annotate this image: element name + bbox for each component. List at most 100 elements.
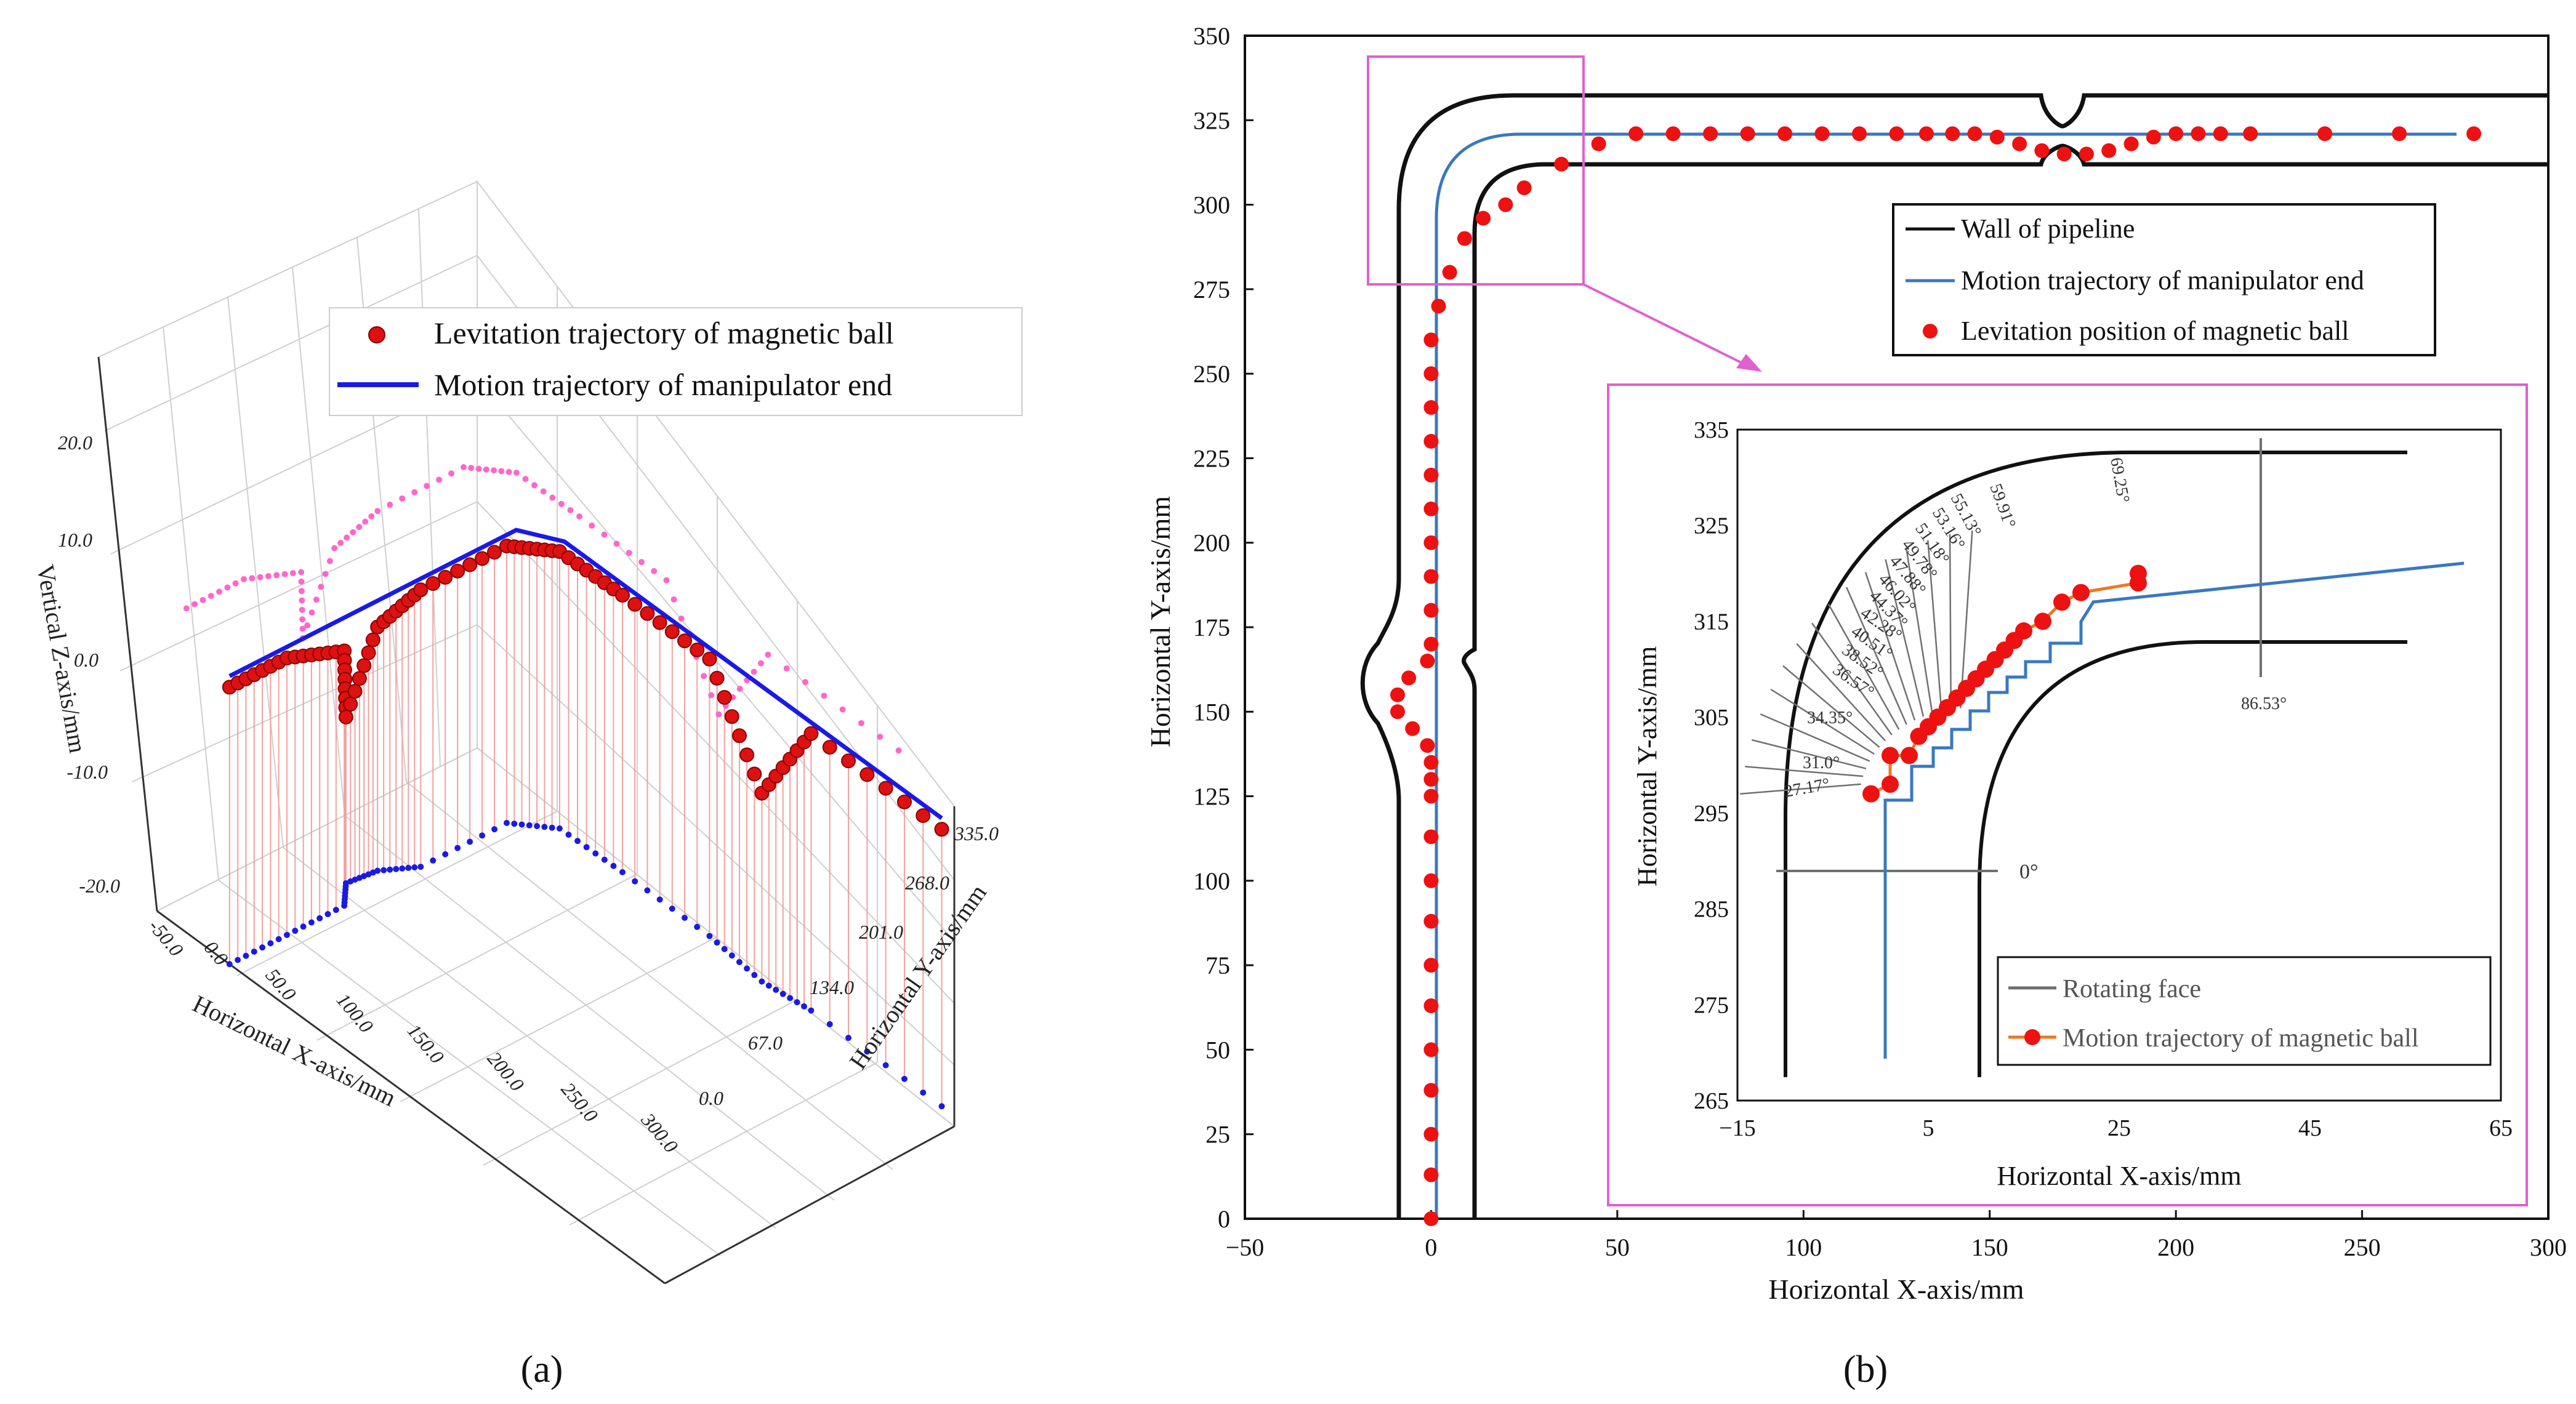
ball-point xyxy=(803,726,819,741)
z-tick-label: -10.0 xyxy=(66,761,108,783)
floor-projection-point xyxy=(308,919,315,926)
x-tick-label: 0 xyxy=(1425,1234,1437,1261)
x-tick-label: 50 xyxy=(1605,1234,1630,1261)
floor-projection-point xyxy=(759,978,765,985)
ball-point xyxy=(1423,772,1439,787)
panel-a-legend: Levitation trajectory of magnetic ball M… xyxy=(329,307,1023,416)
panel-a-y-ticks: 0.0 67.0 134.0 201.0 268.0 335.0 xyxy=(699,822,999,1109)
panel-a-ball-series xyxy=(222,539,949,837)
floor-projection-point xyxy=(292,928,299,934)
legend-ball-marker xyxy=(1923,324,1938,339)
ball-point xyxy=(1457,231,1472,246)
floor-projection-point xyxy=(479,832,486,839)
ball-point xyxy=(1591,136,1606,151)
panel-a-z-ticks: 20.0 10.0 0.0 -10.0 -20.0 xyxy=(58,431,120,897)
inset-wall-outer xyxy=(1784,451,2407,1077)
floor-projection-point xyxy=(235,957,241,963)
wall-projection-point xyxy=(298,569,305,576)
legend-ball-trajectory-marker xyxy=(2024,1029,2040,1045)
legend-rotating-face-label: Rotating face xyxy=(2063,975,2201,1003)
inset-ball-point xyxy=(2130,564,2147,582)
y-tick-label: 225 xyxy=(1193,444,1230,472)
wall-projection-point xyxy=(483,466,489,473)
inset-ball-point xyxy=(1882,747,1899,764)
floor-projection-point xyxy=(549,824,555,831)
ball-point xyxy=(1431,299,1446,314)
wall-projection-point xyxy=(331,545,338,552)
floor-projection-point xyxy=(332,907,339,913)
legend-manipulator-label: Motion trajectory of manipulator end xyxy=(434,367,892,402)
rotating-face-line xyxy=(1864,572,1916,721)
floor-projection-point xyxy=(504,820,510,827)
ball-point xyxy=(352,671,367,686)
wall-projection-point xyxy=(299,606,305,613)
floor-projection-point xyxy=(619,869,626,876)
wall-projection-point xyxy=(540,488,547,495)
ball-point xyxy=(413,582,429,598)
ball-point xyxy=(1423,958,1439,973)
inset-ball-point xyxy=(1862,785,1880,803)
floor-projection-point xyxy=(751,972,758,979)
panel-a-label: (a) xyxy=(521,1349,563,1390)
wall-projection-point xyxy=(308,609,315,616)
floor-projection-point xyxy=(574,838,581,844)
wall-projection-point xyxy=(411,489,418,495)
legend-ball-label: Levitation trajectory of magnetic ball xyxy=(434,316,894,350)
panel-b-legend: Wall of pipeline Motion trajectory of ma… xyxy=(1892,203,2436,356)
floor-projection-point xyxy=(808,1007,815,1014)
panel-b-zoom-box xyxy=(1367,55,1585,286)
panel-b-zoom-arrowhead xyxy=(1736,354,1762,372)
ball-point xyxy=(2243,126,2258,142)
floor-projection-point xyxy=(882,1062,889,1069)
ball-point xyxy=(1423,535,1439,550)
floor-projection-point xyxy=(794,999,800,1006)
ball-point xyxy=(1390,687,1405,702)
wall-projection-point xyxy=(589,522,595,529)
ball-point xyxy=(615,588,630,603)
floor-projection-point xyxy=(682,915,688,921)
ball-point xyxy=(2317,126,2333,142)
y-tick-label: 300 xyxy=(1193,191,1230,219)
rotating-face-line xyxy=(1770,688,1875,755)
ball-point xyxy=(640,606,655,621)
wall-projection-point xyxy=(736,686,743,692)
panel-a-drop-lines xyxy=(228,546,943,1107)
wall-projection-point xyxy=(638,559,645,566)
floor-projection-point xyxy=(442,851,449,857)
ball-point xyxy=(822,739,837,755)
y-tick-label: 125 xyxy=(1193,783,1230,811)
floor-projection-point xyxy=(565,832,572,838)
wall-projection-point xyxy=(322,571,329,577)
floor-projection-point xyxy=(744,965,751,972)
inset-wall-inner xyxy=(1978,640,2407,1077)
ball-point xyxy=(2213,126,2228,142)
panel-b-y-axis-title: Horizontal Y-axis/mm xyxy=(1145,496,1176,748)
ball-point xyxy=(739,747,755,763)
rotating-face-line xyxy=(1960,530,1973,708)
floor-projection-point xyxy=(526,822,533,828)
ball-point xyxy=(1442,265,1457,280)
ball-point xyxy=(709,670,725,686)
wall-projection-point xyxy=(821,692,827,699)
floor-projection-point xyxy=(610,862,617,869)
panel-a-manipulator-series xyxy=(228,528,943,820)
y-tick-label: 175 xyxy=(1193,614,1230,641)
ball-point xyxy=(487,545,502,560)
rotating-face-line xyxy=(1949,534,1952,710)
floor-projection-point xyxy=(399,865,406,872)
ball-point xyxy=(1423,913,1439,929)
wall-projection-point xyxy=(281,571,288,577)
floor-projection-point xyxy=(267,940,274,947)
ball-point xyxy=(1423,1083,1439,1098)
floor-projection-point xyxy=(541,824,548,830)
ball-point xyxy=(896,794,912,809)
y-tick-label: 134.0 xyxy=(810,976,854,998)
wall-projection-point xyxy=(240,576,247,582)
ball-point xyxy=(1628,126,1644,142)
wall-projection-point xyxy=(257,574,264,580)
ball-point xyxy=(462,557,478,572)
y-tick-label: 325 xyxy=(1193,106,1230,134)
ball-point xyxy=(1852,126,1867,142)
inset-y-tick-label: 315 xyxy=(1694,609,1729,635)
ball-point xyxy=(1554,156,1569,172)
